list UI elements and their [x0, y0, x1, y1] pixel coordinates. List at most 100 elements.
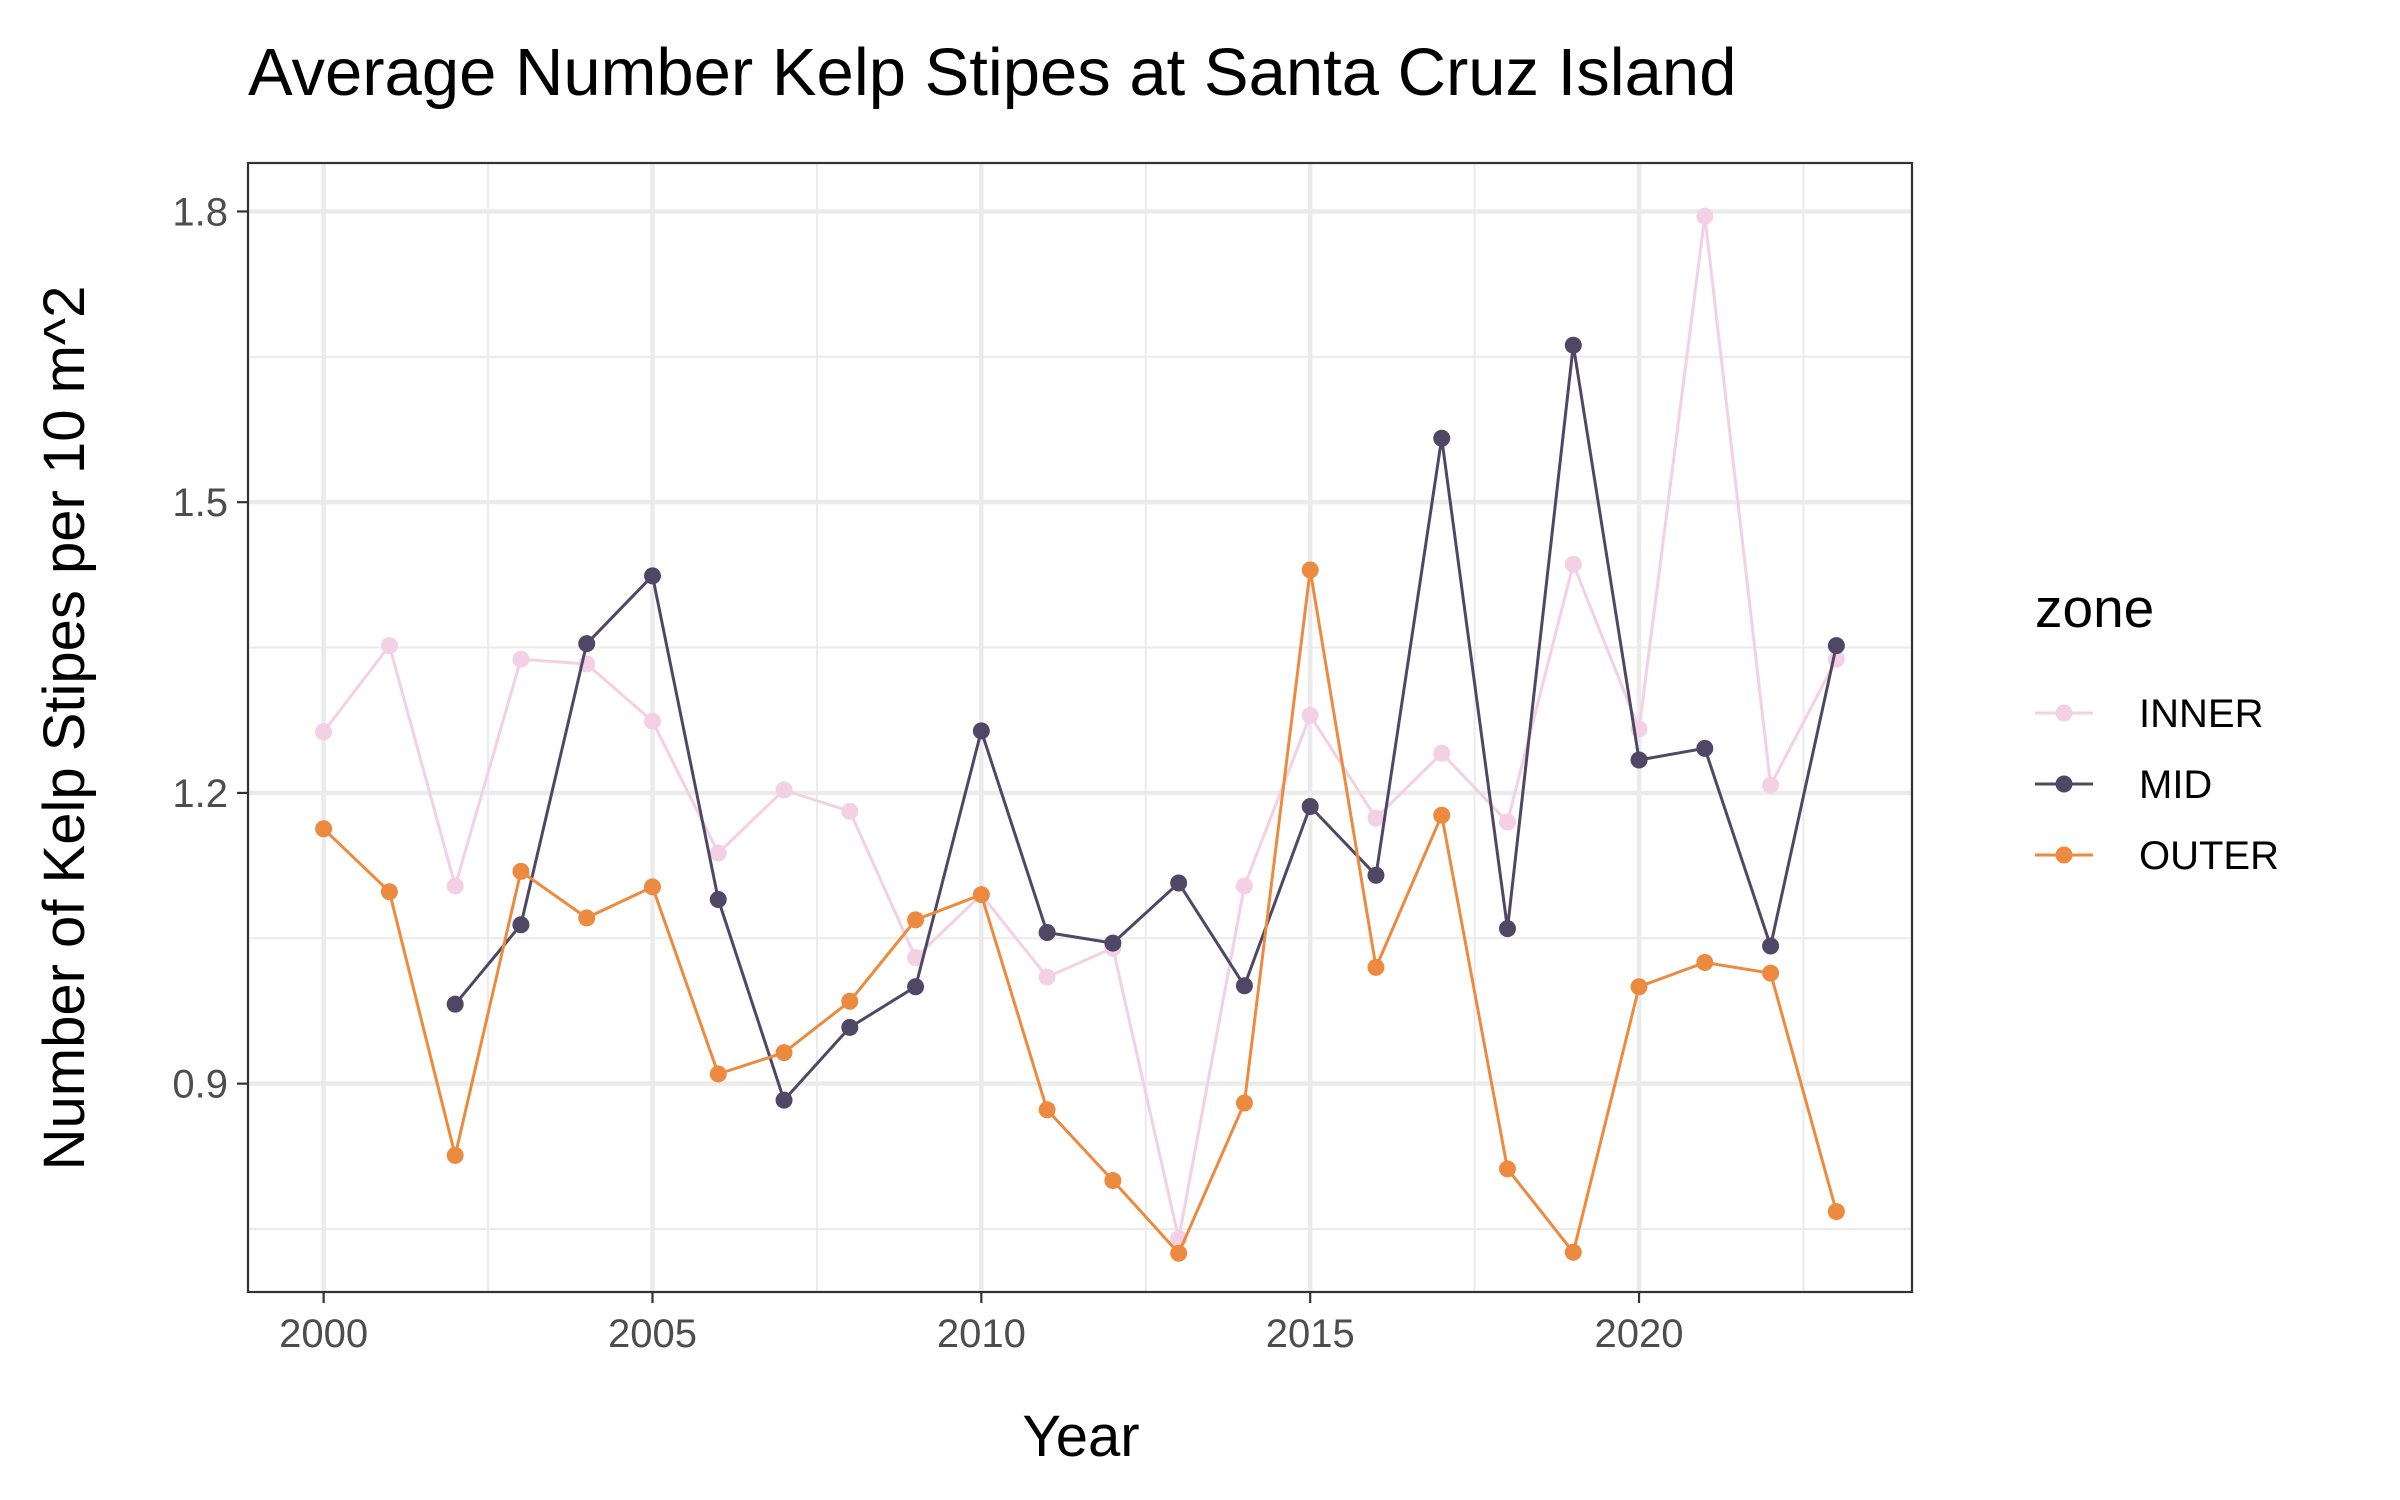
data-point-mid: [1301, 797, 1319, 815]
legend-title: zone: [2035, 577, 2154, 639]
legend-label: INNER: [2139, 692, 2263, 736]
data-point-mid: [841, 1018, 859, 1036]
data-point-outer: [1696, 954, 1714, 972]
x-tick-label: 2010: [937, 1312, 1026, 1356]
data-point-outer: [1038, 1101, 1056, 1119]
legend-item-inner: INNER: [2035, 692, 2263, 736]
data-point-outer: [1301, 561, 1319, 579]
data-point-inner: [775, 781, 793, 799]
y-tick-label: 1.8: [172, 190, 228, 234]
legend-key-point: [2055, 846, 2073, 864]
data-point-inner: [380, 637, 398, 655]
data-point-outer: [1104, 1172, 1122, 1190]
series-line-inner: [322, 214, 1838, 1241]
data-point-outer: [841, 992, 859, 1010]
chart-title: Average Number Kelp Stipes at Santa Cruz…: [248, 35, 1736, 110]
data-point-inner: [1235, 877, 1253, 895]
data-point-inner: [907, 949, 925, 967]
legend-item-mid: MID: [2035, 763, 2212, 807]
data-point-mid: [1762, 937, 1780, 955]
data-point-mid: [643, 567, 661, 585]
plot-panel: [246, 161, 1914, 1294]
series-line-mid: [454, 343, 1838, 1102]
x-tick-label: 2020: [1595, 1312, 1684, 1356]
x-axis: 2000 2005 2010 2015 2020: [279, 1292, 1684, 1356]
data-point-inner: [709, 844, 727, 862]
data-point-outer: [1762, 964, 1780, 982]
data-point-inner: [1433, 744, 1451, 762]
x-axis-title: Year: [1022, 1404, 1139, 1469]
data-point-inner: [1762, 776, 1780, 794]
series-mid: [446, 336, 1845, 1109]
data-point-outer: [709, 1065, 727, 1083]
data-point-inner: [1038, 968, 1056, 986]
data-point-outer: [578, 909, 596, 927]
data-point-outer: [1564, 1243, 1582, 1261]
data-point-mid: [1827, 637, 1845, 655]
data-point-mid: [907, 978, 925, 996]
series-layer: [315, 207, 1845, 1262]
data-point-inner: [512, 650, 530, 668]
data-point-outer: [1367, 958, 1385, 976]
data-point-mid: [709, 891, 727, 909]
data-point-outer: [512, 862, 530, 880]
data-point-outer: [1170, 1244, 1188, 1262]
data-point-mid: [578, 635, 596, 653]
panel-background: [248, 163, 1912, 1292]
legend-key-point: [2055, 704, 2073, 722]
data-point-mid: [1696, 739, 1714, 757]
data-point-outer: [775, 1044, 793, 1062]
x-tick-label: 2015: [1266, 1312, 1355, 1356]
data-point-inner: [446, 877, 464, 895]
data-point-mid: [1630, 751, 1648, 769]
data-point-mid: [1564, 336, 1582, 354]
data-point-outer: [446, 1146, 464, 1164]
x-tick-label: 2005: [608, 1312, 697, 1356]
data-point-mid: [1104, 934, 1122, 952]
data-point-outer: [1827, 1203, 1845, 1221]
data-point-mid: [1235, 977, 1253, 995]
data-point-mid: [1038, 923, 1056, 941]
data-point-inner: [1301, 706, 1319, 724]
legend-item-outer: OUTER: [2035, 834, 2279, 878]
y-axis-title: Number of Kelp Stipes per 10 m^2: [32, 286, 97, 1171]
legend: zone INNER MID OUTER: [2035, 577, 2279, 878]
data-point-outer: [315, 820, 333, 838]
series-outer: [315, 561, 1845, 1262]
data-point-mid: [972, 722, 990, 740]
data-point-inner: [315, 723, 333, 741]
y-tick-label: 0.9: [172, 1063, 228, 1107]
data-point-mid: [1433, 429, 1451, 447]
y-tick-label: 1.5: [172, 481, 228, 525]
data-point-inner: [1564, 555, 1582, 573]
data-point-outer: [972, 886, 990, 904]
data-point-outer: [643, 878, 661, 896]
panel-border: [246, 161, 1914, 1294]
legend-key-point: [2055, 775, 2073, 793]
legend-items: INNER MID OUTER: [2035, 692, 2279, 878]
x-tick-label: 2000: [279, 1312, 368, 1356]
data-point-outer: [1235, 1094, 1253, 1112]
data-point-inner: [1367, 809, 1385, 827]
y-tick-label: 1.2: [172, 772, 228, 816]
data-point-mid: [446, 995, 464, 1013]
legend-label: OUTER: [2139, 834, 2279, 878]
data-point-inner: [1499, 813, 1517, 831]
data-point-outer: [1499, 1160, 1517, 1178]
data-point-mid: [1499, 920, 1517, 938]
y-axis: 0.9 1.2 1.5 1.8: [172, 190, 248, 1107]
data-point-outer: [380, 883, 398, 901]
data-point-outer: [1630, 978, 1648, 996]
series-line-outer: [322, 568, 1838, 1255]
series-inner: [315, 207, 1845, 1248]
data-point-inner: [1696, 207, 1714, 225]
data-point-inner: [841, 802, 859, 820]
data-point-mid: [1170, 874, 1188, 892]
data-point-mid: [775, 1091, 793, 1109]
data-point-mid: [512, 916, 530, 934]
data-point-inner: [643, 712, 661, 730]
data-point-outer: [1433, 806, 1451, 824]
data-point-outer: [907, 911, 925, 929]
legend-label: MID: [2139, 763, 2212, 807]
